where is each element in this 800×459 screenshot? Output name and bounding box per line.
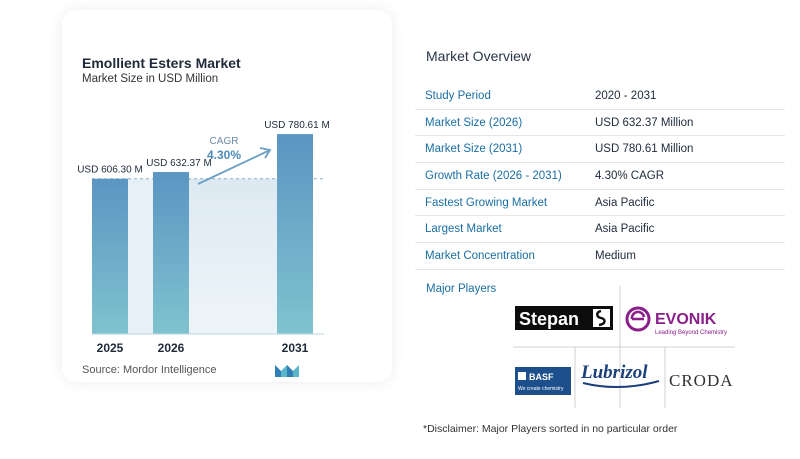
bar-2031: [277, 134, 313, 334]
overview-label: Growth Rate (2026 - 2031): [425, 169, 562, 182]
overview-row: Fastest Growing Market Asia Pacific: [415, 190, 785, 217]
cagr-arrow-head: [259, 147, 272, 159]
data-label-2026: USD 632.37 M: [146, 158, 212, 169]
overview-row: Market Concentration Medium: [415, 243, 785, 270]
data-label-2031: USD 780.61 M: [264, 120, 330, 131]
overview-value: Asia Pacific: [595, 196, 655, 209]
overview-title: Market Overview: [426, 48, 532, 64]
basf-logo: BASF We create chemistry: [515, 367, 571, 395]
overview-value: USD 780.61 Million: [595, 143, 694, 156]
data-label-2025: USD 606.30 M: [77, 165, 143, 176]
shaded-band: [189, 178, 277, 334]
chart-title: Emollient Esters Market: [82, 55, 241, 71]
stepan-logo-text: Stepan: [519, 309, 579, 329]
basf-tagline: We create chemistry: [518, 386, 564, 392]
overview-row: Market Size (2026) USD 632.37 Million: [415, 110, 785, 137]
disclaimer-text: *Disclaimer: Major Players sorted in no …: [423, 423, 678, 435]
evonik-tagline: Leading Beyond Chemistry: [655, 330, 727, 336]
major-players-label: Major Players: [426, 283, 497, 295]
bar-2026: [153, 172, 189, 334]
croda-logo-text: CRODA: [669, 371, 734, 390]
mordor-logo-icon: [275, 365, 299, 377]
overview-value: Asia Pacific: [595, 223, 655, 236]
croda-logo: CRODA: [669, 371, 734, 390]
bar-2025: [92, 178, 128, 334]
lubrizol-logo: Lubrizol: [580, 362, 660, 389]
cagr-value: 4.30%: [207, 148, 241, 162]
tick-label-2025: 2025: [97, 341, 124, 355]
overview-label: Market Size (2031): [425, 143, 523, 156]
overview-label: Market Size (2026): [425, 116, 523, 129]
market-overview-panel: Market Overview Study Period 2020 - 2031…: [415, 0, 800, 459]
evonik-logo-text: EVONIK: [655, 311, 717, 328]
chart-card: USD 606.30 M 2025 USD 632.37 M 2026 USD 780.…: [62, 10, 392, 382]
overview-label: Largest Market: [425, 223, 502, 236]
overview-row: Market Size (2031) USD 780.61 Million: [415, 136, 785, 164]
evonik-logo: EVONIK Leading Beyond Chemistry: [625, 306, 727, 336]
overview-label: Market Concentration: [425, 249, 535, 262]
source-text: Source: Mordor Intelligence: [82, 364, 217, 376]
lubrizol-logo-text: Lubrizol: [580, 362, 648, 383]
overview-label: Study Period: [425, 89, 491, 102]
bar-chart: USD 606.30 M 2025 USD 632.37 M 2026 USD 780.…: [77, 120, 330, 355]
overview-value: USD 632.37 Million: [595, 116, 694, 129]
overview-row: Largest Market Asia Pacific: [415, 216, 785, 244]
stepan-logo: Stepan: [515, 306, 613, 330]
overview-row: Growth Rate (2026 - 2031) 4.30% CAGR: [415, 163, 785, 190]
overview-label: Fastest Growing Market: [425, 196, 548, 209]
major-players-logos: Stepan EVONIK Leading Beyond Chemistry B…: [513, 286, 735, 408]
overview-row: Study Period 2020 - 2031: [415, 83, 785, 110]
cagr-label: CAGR: [210, 136, 239, 147]
overview-value: 4.30% CAGR: [595, 169, 665, 182]
basf-logo-text: BASF: [529, 372, 554, 382]
overview-table: Study Period 2020 - 2031 Market Size (20…: [415, 83, 785, 270]
tick-label-2026: 2026: [158, 341, 185, 355]
overview-value: 2020 - 2031: [595, 89, 657, 102]
overview-value: Medium: [595, 249, 636, 262]
chart-subtitle: Market Size in USD Million: [82, 73, 219, 85]
cagr-arrow: [197, 150, 269, 185]
tick-label-2031: 2031: [282, 341, 309, 355]
shaded-band: [128, 178, 153, 334]
